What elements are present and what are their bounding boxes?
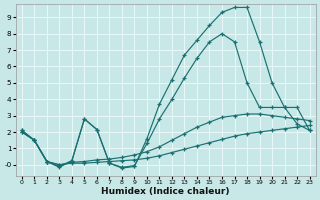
X-axis label: Humidex (Indice chaleur): Humidex (Indice chaleur) <box>101 187 230 196</box>
